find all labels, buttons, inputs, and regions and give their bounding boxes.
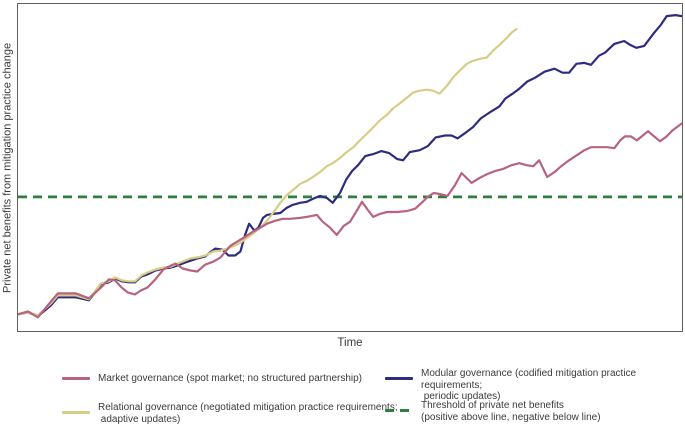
threshold-dashed-swatch [385,409,413,412]
plot-area [17,3,683,332]
modular-governance-line [18,14,682,318]
legend-item-threshold: Threshold of private net benefits (posit… [385,400,601,423]
plot-svg [18,14,682,319]
market-governance-swatch [62,377,90,380]
legend-label-modular-governance: Modular governance (codified mitigation … [421,368,637,402]
y-axis-label: Private net benefits from mitigation pra… [1,42,14,293]
legend-item-market-governance: Market governance (spot market; no struc… [62,373,362,385]
legend-label-relational-governance: Relational governance (negotiated mitiga… [98,402,398,425]
relational-governance-line [18,27,518,317]
market-governance-line [18,122,682,319]
legend-label-market-governance: Market governance (spot market; no struc… [98,373,363,384]
relational-governance-swatch [62,411,90,414]
legend: Market governance (spot market; no struc… [0,358,685,427]
x-axis-label: Time [337,337,363,349]
legend-item-relational-governance: Relational governance (negotiated mitiga… [62,402,398,425]
legend-label-threshold: Threshold of private net benefits (posit… [421,400,601,423]
modular-governance-swatch [385,377,413,380]
legend-item-modular-governance: Modular governance (codified mitigation … [385,368,685,403]
